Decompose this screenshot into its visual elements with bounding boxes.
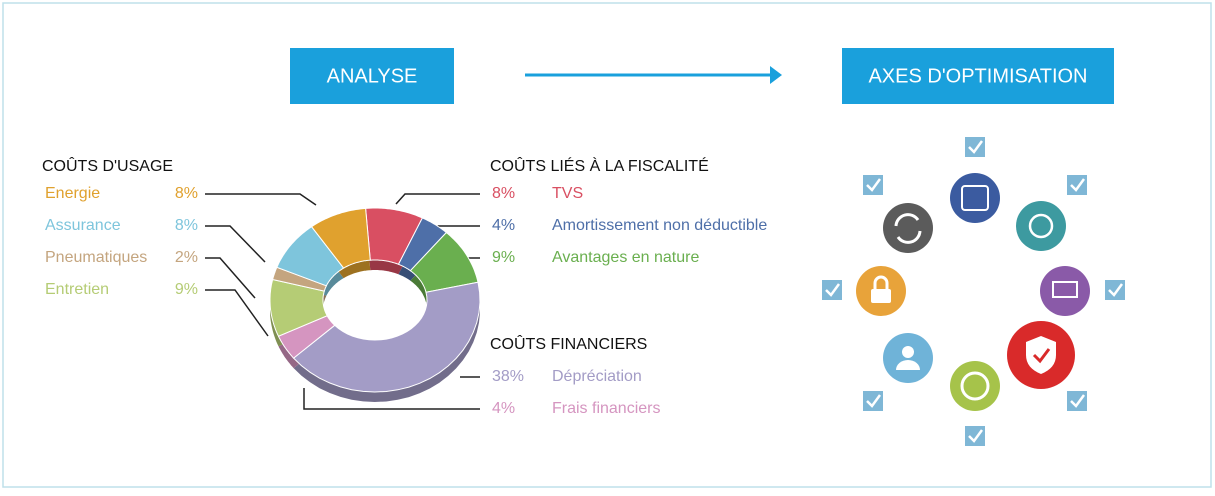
- header-box: [842, 48, 1114, 104]
- group-title: COÛTS LIÉS À LA FISCALITÉ: [490, 156, 709, 175]
- icon-glyph: [1028, 213, 1054, 239]
- icon-target: [1016, 201, 1066, 251]
- icon-glyph: [1032, 348, 1051, 364]
- header-left: ANALYSE: [327, 65, 418, 87]
- icon-laptop: [1040, 266, 1090, 316]
- value-label: 4%: [492, 217, 515, 234]
- icon-glyph: [894, 213, 922, 244]
- icon-glyph: [961, 185, 989, 211]
- icon-glyph: [1052, 281, 1078, 298]
- value-label: 9%: [175, 281, 198, 298]
- icon-glyph: [873, 275, 889, 289]
- leader: [303, 388, 480, 410]
- header-right: AXES D'OPTIMISATION: [868, 65, 1087, 87]
- checkmarks: [825, 140, 1124, 443]
- header-box: [290, 48, 454, 104]
- icon-glyph: [1026, 336, 1056, 374]
- group-title: COÛTS FINANCIERS: [490, 334, 647, 353]
- icon-glyph: [896, 360, 920, 370]
- legend-label: Dépréciation: [552, 368, 642, 385]
- value-label: 38%: [492, 368, 524, 385]
- arrow-head: [770, 66, 782, 84]
- icon-fleet: [950, 173, 1000, 223]
- legend-label: Amortissement non déductible: [552, 217, 767, 234]
- leader: [395, 193, 480, 205]
- icon-wheel: [950, 361, 1000, 411]
- leader: [205, 193, 317, 206]
- value-label: 8%: [175, 185, 198, 202]
- icon-glyph: [902, 346, 914, 358]
- legend-label: Avantages en nature: [552, 249, 699, 266]
- value-label: 8%: [175, 217, 198, 234]
- value-label: 9%: [492, 249, 515, 266]
- icon-glyph: [960, 371, 990, 401]
- icon-refresh: [883, 203, 933, 253]
- value-label: 4%: [492, 400, 515, 417]
- legend-label: Entretien: [45, 281, 109, 298]
- legend-label: Assurance: [45, 217, 121, 234]
- leader: [205, 289, 269, 337]
- value-label: 2%: [175, 249, 198, 266]
- icons: [822, 137, 1125, 446]
- legend-label: Energie: [45, 185, 100, 202]
- value-label: 8%: [492, 185, 515, 202]
- legend-label: Pneumatiques: [45, 249, 147, 266]
- donut-chart: [269, 207, 481, 402]
- legend-label: TVS: [552, 185, 583, 202]
- group-title: COÛTS D'USAGE: [42, 156, 173, 175]
- slice: [310, 207, 371, 269]
- icon-glyph: [871, 289, 891, 303]
- leader: [205, 225, 266, 263]
- legend-label: Frais financiers: [552, 400, 660, 417]
- leader: [205, 257, 256, 299]
